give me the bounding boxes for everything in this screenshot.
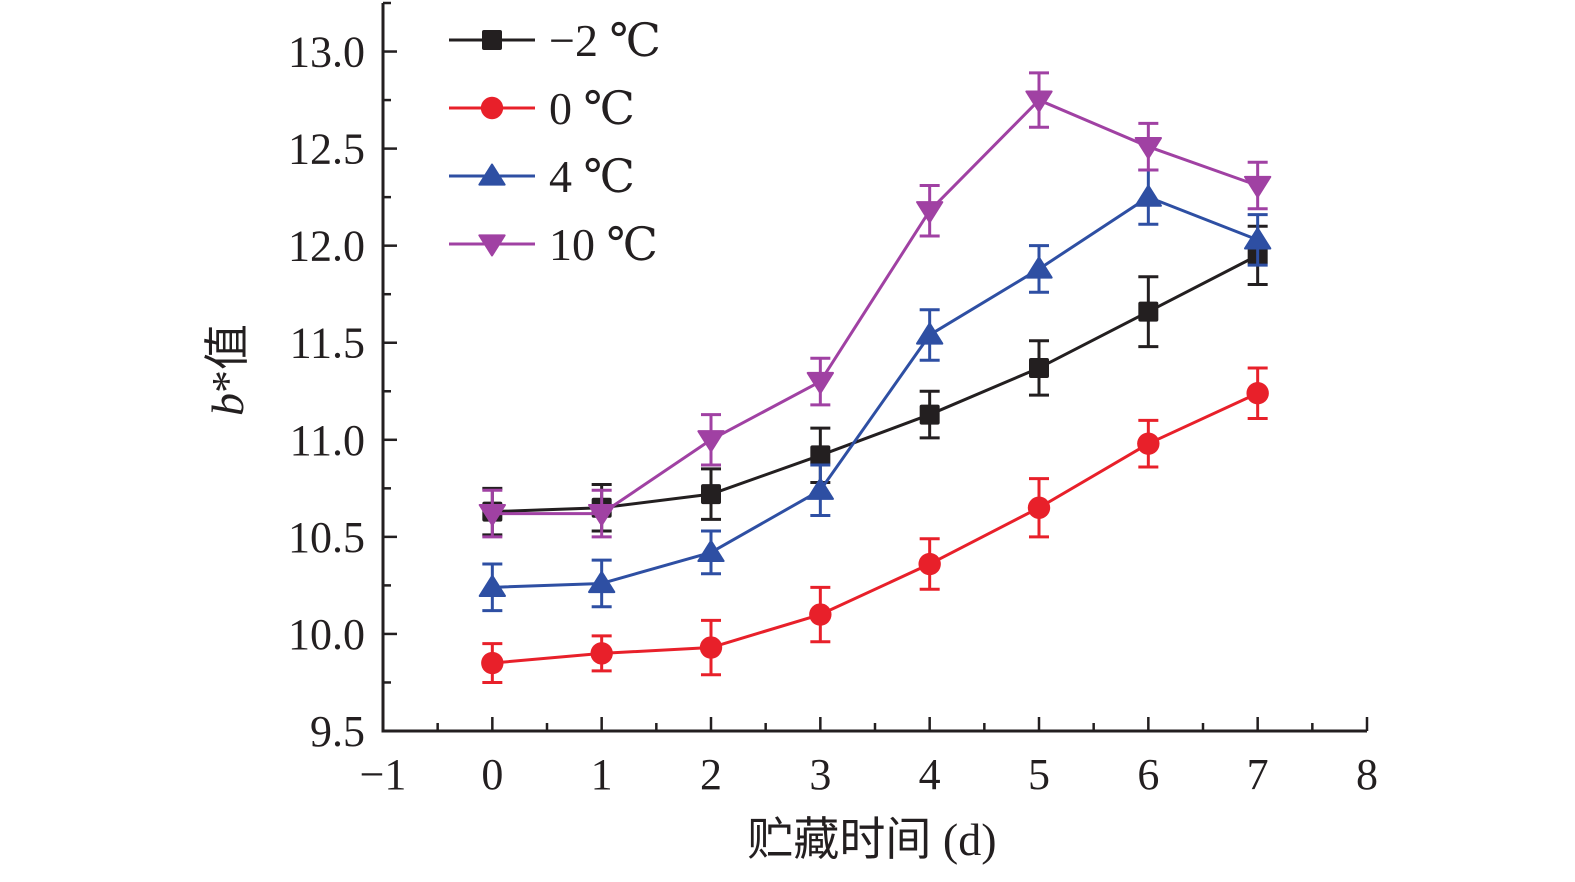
x-tick-label: 4 bbox=[919, 750, 941, 799]
y-tick-label: 9.5 bbox=[310, 707, 365, 756]
x-tick-label: 6 bbox=[1137, 750, 1159, 799]
data-point bbox=[918, 552, 941, 576]
legend-label: 10 ℃ bbox=[549, 219, 658, 270]
legend-item-1: 0 ℃ bbox=[449, 83, 635, 134]
legend-marker bbox=[482, 30, 502, 50]
data-point bbox=[701, 484, 721, 505]
legend-label: −2 ℃ bbox=[549, 15, 661, 66]
y-tick-label: 10.0 bbox=[288, 610, 365, 659]
data-point bbox=[1029, 357, 1049, 378]
data-point bbox=[478, 574, 506, 597]
y-tick-label: 12.0 bbox=[288, 222, 365, 271]
legend-item-2: 4 ℃ bbox=[449, 151, 635, 202]
x-axis-title: 贮藏时间 (d) bbox=[747, 814, 996, 865]
data-point bbox=[809, 603, 832, 626]
data-point bbox=[1137, 432, 1160, 455]
y-axis-title-italic: b bbox=[202, 393, 253, 416]
data-point bbox=[697, 539, 725, 563]
y-tick-label: 10.5 bbox=[288, 513, 365, 562]
legend-label: 0 ℃ bbox=[549, 83, 635, 134]
x-tick-label: 1 bbox=[591, 750, 613, 799]
legend-marker bbox=[478, 234, 506, 257]
x-tick-label: −1 bbox=[360, 750, 407, 799]
x-tick-label: 0 bbox=[481, 750, 503, 799]
series-line bbox=[492, 98, 1259, 516]
x-tick-label: 7 bbox=[1247, 750, 1269, 799]
x-tick-label: 5 bbox=[1028, 750, 1050, 799]
legend: −2 ℃ 0 ℃ 4 ℃ 10 ℃ bbox=[449, 15, 661, 270]
data-point bbox=[1025, 90, 1053, 113]
data-point bbox=[1244, 175, 1272, 198]
data-point bbox=[697, 430, 725, 453]
legend-marker bbox=[478, 163, 506, 186]
legend-marker bbox=[480, 96, 504, 120]
series-line bbox=[492, 195, 1259, 589]
series-layer bbox=[478, 71, 1272, 684]
series-1 bbox=[481, 366, 1269, 684]
y-axis-title-rest: *值 bbox=[202, 324, 253, 393]
data-point bbox=[1246, 382, 1269, 405]
data-point bbox=[1134, 137, 1162, 160]
data-point bbox=[478, 503, 506, 527]
x-tick-label: 2 bbox=[700, 750, 722, 799]
data-point bbox=[919, 404, 940, 425]
axes: −1 0 1 2 3 4 5 6 7 8 9.5 10.0 10.5 11.0 11.5 12.0 12.5 13… bbox=[288, 1, 1378, 799]
data-point bbox=[590, 642, 613, 665]
data-point bbox=[481, 651, 504, 675]
x-tick-label: 8 bbox=[1356, 750, 1378, 799]
data-point bbox=[1244, 227, 1272, 250]
data-point bbox=[588, 570, 616, 594]
data-point bbox=[806, 371, 834, 395]
x-tick-label: 3 bbox=[809, 750, 831, 799]
legend-item-3: 10 ℃ bbox=[449, 219, 658, 270]
data-point bbox=[916, 201, 944, 224]
series-3 bbox=[478, 71, 1272, 539]
series-0 bbox=[482, 224, 1268, 537]
y-tick-label: 11.0 bbox=[290, 416, 365, 465]
data-point bbox=[588, 503, 616, 527]
data-point bbox=[916, 322, 944, 345]
data-point bbox=[1138, 301, 1159, 322]
data-point bbox=[806, 477, 834, 500]
series-line bbox=[492, 254, 1259, 514]
series-line bbox=[492, 391, 1259, 665]
y-tick-label: 13.0 bbox=[288, 28, 365, 77]
y-tick-label: 11.5 bbox=[290, 319, 365, 368]
series-2 bbox=[478, 168, 1272, 613]
y-axis-title: b*值 bbox=[202, 324, 253, 416]
data-point bbox=[699, 636, 723, 659]
data-point bbox=[1025, 256, 1053, 279]
legend-item-0: −2 ℃ bbox=[449, 15, 661, 66]
legend-label: 4 ℃ bbox=[549, 151, 635, 202]
data-point bbox=[1134, 184, 1162, 207]
y-tick-label: 12.5 bbox=[288, 125, 365, 174]
data-point bbox=[1027, 496, 1051, 519]
data-point bbox=[810, 445, 831, 466]
